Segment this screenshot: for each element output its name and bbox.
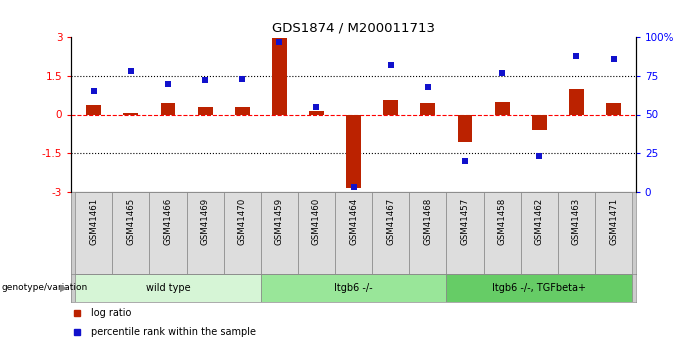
Text: percentile rank within the sample: percentile rank within the sample	[91, 327, 256, 337]
Point	[571, 53, 582, 58]
Bar	[260, 274, 447, 302]
Bar	[335, 192, 372, 274]
Bar	[558, 192, 595, 274]
Bar	[532, 115, 547, 130]
Bar	[309, 111, 324, 115]
Bar	[235, 107, 250, 115]
Bar	[198, 107, 212, 115]
Bar	[75, 192, 112, 274]
Text: GSM41470: GSM41470	[238, 198, 247, 245]
Point	[88, 88, 99, 94]
Bar	[420, 103, 435, 115]
Point	[386, 62, 396, 68]
Text: GSM41457: GSM41457	[460, 198, 469, 245]
Bar	[447, 274, 632, 302]
Text: Itgb6 -/-, TGFbeta+: Itgb6 -/-, TGFbeta+	[492, 283, 586, 293]
Point	[311, 104, 322, 109]
Bar	[606, 103, 621, 115]
Bar	[447, 192, 483, 274]
Text: GSM41468: GSM41468	[424, 198, 432, 245]
Bar	[150, 192, 186, 274]
Point	[608, 56, 619, 61]
Bar	[112, 192, 150, 274]
Bar	[569, 89, 584, 115]
Text: GSM41467: GSM41467	[386, 198, 395, 245]
Point	[348, 185, 359, 190]
Bar	[372, 192, 409, 274]
Text: GSM41465: GSM41465	[126, 198, 135, 245]
Point	[460, 158, 471, 164]
Point	[496, 70, 507, 76]
Text: Itgb6 -/-: Itgb6 -/-	[335, 283, 373, 293]
Bar	[75, 274, 260, 302]
Bar	[495, 102, 509, 115]
Point	[422, 84, 433, 89]
Text: GSM41458: GSM41458	[498, 198, 507, 245]
Bar	[458, 115, 473, 142]
Bar	[483, 192, 521, 274]
Point	[125, 68, 136, 74]
Bar	[123, 113, 138, 115]
Text: GSM41464: GSM41464	[349, 198, 358, 245]
Bar	[521, 192, 558, 274]
Point	[274, 39, 285, 45]
Bar	[298, 192, 335, 274]
Title: GDS1874 / M200011713: GDS1874 / M200011713	[272, 21, 435, 34]
Text: GSM41460: GSM41460	[312, 198, 321, 245]
Bar	[160, 103, 175, 115]
Text: ▶: ▶	[59, 283, 67, 293]
Bar	[346, 115, 361, 188]
Bar	[409, 192, 447, 274]
Bar	[384, 100, 398, 115]
Bar	[595, 192, 632, 274]
Point	[163, 81, 173, 86]
Text: GSM41466: GSM41466	[163, 198, 173, 245]
Bar	[86, 106, 101, 115]
Text: GSM41461: GSM41461	[89, 198, 98, 245]
Bar	[260, 192, 298, 274]
Text: GSM41469: GSM41469	[201, 198, 209, 245]
Bar	[186, 192, 224, 274]
Bar	[272, 38, 287, 115]
Text: log ratio: log ratio	[91, 308, 131, 318]
Point	[237, 76, 248, 82]
Text: GSM41471: GSM41471	[609, 198, 618, 245]
Text: GSM41462: GSM41462	[534, 198, 544, 245]
Point	[534, 154, 545, 159]
Point	[200, 78, 211, 83]
Text: GSM41463: GSM41463	[572, 198, 581, 245]
Text: genotype/variation: genotype/variation	[1, 284, 88, 293]
Bar	[224, 192, 260, 274]
Text: wild type: wild type	[146, 283, 190, 293]
Text: GSM41459: GSM41459	[275, 198, 284, 245]
